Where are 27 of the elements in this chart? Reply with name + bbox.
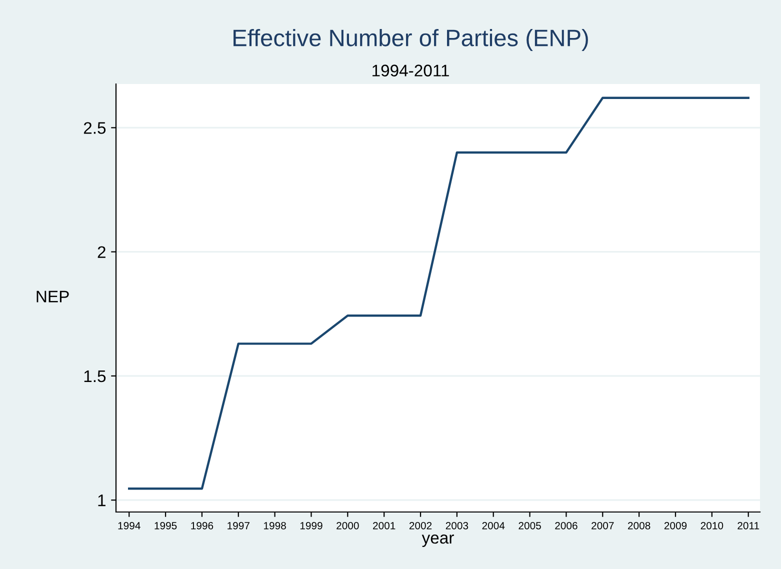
line-series: [128, 96, 750, 490]
x-tick-label: 2001: [373, 522, 396, 530]
chart-subtitle: 1994-2011: [372, 64, 449, 76]
x-tick-label: 2004: [482, 522, 505, 530]
x-tick-label: 1997: [228, 522, 250, 530]
x-tick-label: 1994: [118, 522, 140, 530]
x-tick-label: 2006: [555, 522, 578, 530]
y-tick-label: 2.5: [84, 122, 106, 134]
x-tick-label: 2003: [446, 522, 468, 530]
y-tick-label: 1.5: [84, 370, 106, 382]
x-tick-label: 2008: [628, 522, 650, 530]
y-tick-label: 1: [98, 494, 106, 506]
y-tick-label: 2: [98, 246, 106, 258]
x-tick-label: 2010: [700, 522, 724, 530]
x-tick-label: 2005: [518, 522, 541, 530]
x-tick-label: 2011: [738, 522, 760, 530]
x-tick-label: 1998: [264, 522, 286, 530]
x-tick-label: 2000: [336, 522, 359, 530]
x-tick-label: 2002: [409, 522, 432, 530]
x-tick-label: 1995: [154, 522, 177, 530]
x-tick-label: 1996: [191, 522, 214, 530]
chart-title: Effective Number of Parties (ENP): [234, 28, 588, 51]
x-tick-label: 2009: [664, 522, 687, 530]
x-tick-label: 2007: [592, 522, 614, 530]
x-axis-title: year: [422, 534, 454, 547]
y-axis-title: NEP: [36, 290, 69, 302]
x-tick-label: 1999: [300, 522, 322, 530]
